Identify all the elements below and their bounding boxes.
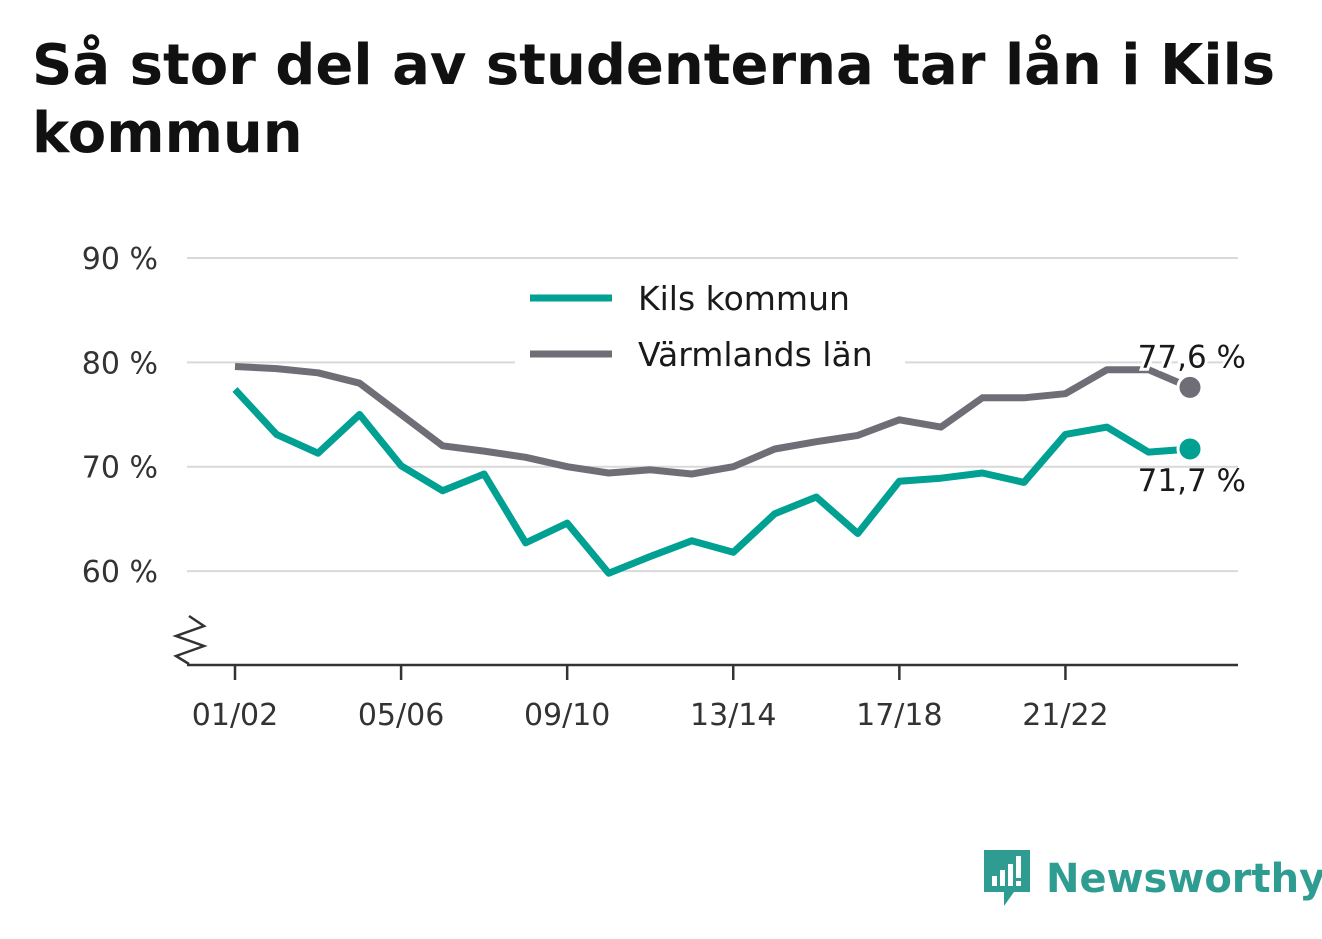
brand: Newsworthy xyxy=(982,848,1322,910)
chart-title: Så stor del av studenterna tar lån i Kil… xyxy=(32,33,1276,166)
y-tick-label: 60 % xyxy=(82,555,158,590)
series-lines xyxy=(232,363,1204,577)
x-axis-ticks: 01/02 05/06 09/10 13/14 17/18 21/22 xyxy=(192,665,1109,733)
x-tick-label: 13/14 xyxy=(690,698,776,733)
y-tick-label: 90 % xyxy=(82,242,158,277)
legend: Kils kommun Värmlands län xyxy=(515,272,905,388)
series-line xyxy=(234,363,1192,478)
legend-label: Värmlands län xyxy=(638,335,873,374)
x-tick-label: 09/10 xyxy=(524,698,610,733)
end-labels: 71,7 % 77,6 % xyxy=(1135,336,1249,499)
x-tick-label: 05/06 xyxy=(358,698,444,733)
x-tick-label: 01/02 xyxy=(192,698,278,733)
y-axis-ticks: 60 % 70 % 80 % 90 % xyxy=(82,242,158,590)
newsworthy-logo-icon xyxy=(984,850,1030,906)
end-label: 77,6 % xyxy=(1138,339,1246,375)
x-tick-label: 17/18 xyxy=(856,698,942,733)
end-label: 71,7 % xyxy=(1138,463,1246,499)
axis-break-icon xyxy=(172,614,208,666)
series-end-point xyxy=(1176,435,1204,463)
legend-background xyxy=(515,272,905,388)
x-tick-label: 21/22 xyxy=(1022,698,1108,733)
y-tick-label: 80 % xyxy=(82,346,158,381)
series-end-point xyxy=(1176,373,1204,401)
series-line xyxy=(232,387,1191,577)
y-tick-label: 70 % xyxy=(82,451,158,486)
brand-name: Newsworthy xyxy=(1046,856,1322,902)
legend-label: Kils kommun xyxy=(638,279,850,318)
x-axis xyxy=(172,614,1238,667)
